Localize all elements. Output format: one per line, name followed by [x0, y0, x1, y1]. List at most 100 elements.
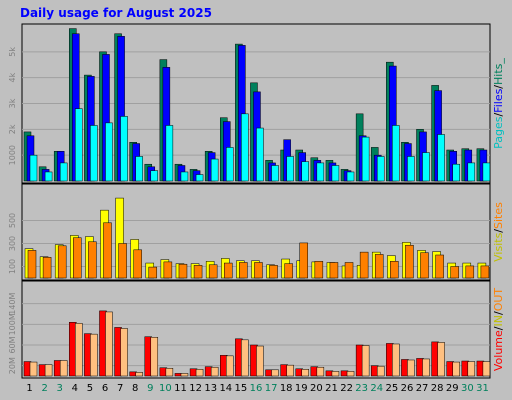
x-tick-label-day-3: 3	[57, 383, 63, 394]
x-tick-label-day-31: 31	[476, 383, 489, 394]
bar-volume-out-day-5	[90, 333, 98, 377]
legend-entry: Volume	[492, 330, 505, 371]
bar-volume-out-day-30	[467, 361, 476, 377]
bar-volume-out-day-27	[422, 358, 430, 377]
bar-volume-out-day-15	[241, 339, 249, 377]
y-tick-label: 4k	[8, 72, 17, 82]
legend-volume: Volume/IN/OUT	[492, 288, 505, 372]
x-tick-label-day-25: 25	[386, 383, 399, 394]
bar-hits-pages-day-19	[301, 161, 309, 182]
bar-volume-out-day-6	[105, 311, 113, 377]
bar-visits-sites-day-16	[254, 262, 263, 279]
legend-entry: Hits_	[492, 58, 505, 85]
bar-visits-sites-day-30	[465, 265, 475, 279]
bar-hits-pages-day-7	[120, 116, 128, 182]
bar-visits-sites-day-4	[73, 237, 82, 279]
bar-hits-pages-day-22	[346, 171, 355, 182]
legend-entry: /	[492, 85, 505, 89]
bar-volume-out-day-31	[482, 361, 491, 377]
x-tick-label-day-19: 19	[295, 383, 308, 394]
x-tick-label-day-6: 6	[102, 383, 108, 394]
x-tick-label-day-28: 28	[431, 383, 444, 394]
bar-hits-pages-day-30	[467, 162, 476, 182]
x-tick-label-day-17: 17	[265, 383, 278, 394]
bar-volume-out-day-19	[301, 369, 309, 377]
x-tick-label-day-2: 2	[41, 383, 47, 394]
bar-hits-pages-day-2	[44, 171, 53, 182]
x-tick-label-day-20: 20	[310, 383, 323, 394]
bar-volume-out-day-12	[195, 369, 204, 377]
bar-hits-pages-day-25	[392, 125, 400, 182]
legend-entry: /	[492, 326, 505, 330]
bar-hits-pages-day-26	[407, 156, 415, 182]
bar-volume-out-day-14	[226, 355, 234, 377]
bar-hits-pages-day-14	[226, 147, 234, 182]
legend-entry: /	[492, 311, 505, 315]
bar-volume-out-day-8	[135, 372, 143, 377]
bar-hits-pages-day-17	[271, 165, 279, 182]
bar-hits-pages-day-8	[135, 156, 143, 182]
bar-volume-out-day-2	[44, 364, 53, 377]
bar-visits-sites-day-3	[57, 245, 67, 279]
bar-volume-out-day-11	[180, 373, 189, 377]
x-tick-label-day-29: 29	[446, 383, 459, 394]
bar-hits-pages-day-13	[210, 158, 219, 182]
bar-visits-sites-day-11	[178, 263, 188, 279]
bar-hits-pages-day-20	[316, 162, 325, 182]
y-tick-label: 300	[8, 236, 17, 251]
bar-hits-pages-day-6	[105, 122, 113, 182]
bar-volume-out-day-13	[210, 366, 219, 377]
bar-hits-pages-day-1	[29, 154, 38, 182]
bar-visits-sites-day-22	[344, 262, 354, 279]
bar-hits-pages-day-11	[180, 171, 189, 182]
bar-visits-sites-day-25	[390, 261, 399, 279]
bar-hits-pages-day-5	[90, 125, 98, 182]
bar-volume-out-day-10	[165, 368, 174, 377]
bar-hits-pages-day-12	[195, 174, 204, 182]
y-tick-label: 500	[8, 213, 17, 228]
bar-visits-sites-day-20	[314, 261, 324, 279]
bar-visits-sites-day-6	[103, 222, 112, 279]
x-tick-label-day-1: 1	[26, 383, 32, 394]
bar-visits-sites-day-26	[405, 244, 414, 279]
bar-volume-out-day-9	[150, 337, 159, 377]
x-tick-label-day-9: 9	[147, 383, 153, 394]
y-tick-label: 60M	[8, 336, 17, 353]
legend-hits: Pages/Files/Hits_	[492, 58, 505, 149]
legend-entry: IN	[492, 315, 505, 326]
bar-volume-out-day-25	[392, 343, 400, 377]
bar-visits-sites-day-13	[208, 264, 218, 279]
x-tick-label-day-12: 12	[189, 383, 202, 394]
legend-entry: Files	[492, 88, 505, 112]
bar-hits-pages-day-23	[361, 136, 370, 182]
bar-volume-out-day-7	[120, 328, 128, 377]
chart-title: Daily usage for August 2025	[20, 6, 212, 20]
bar-hits-pages-day-3	[59, 162, 68, 182]
legend-visits: Visits/Sites	[492, 202, 505, 262]
bar-volume-out-day-26	[407, 359, 415, 377]
bar-visits-sites-day-5	[88, 241, 97, 279]
legend-entry: /	[492, 229, 505, 233]
bar-volume-out-day-20	[316, 366, 325, 377]
bar-visits-sites-day-21	[329, 262, 339, 279]
bar-hits-pages-day-31	[482, 162, 491, 182]
legend-entry: Pages	[492, 116, 505, 149]
bar-visits-sites-day-10	[163, 261, 173, 279]
bar-visits-sites-day-2	[42, 257, 52, 279]
bar-volume-out-day-4	[75, 323, 83, 377]
bar-volume-out-day-24	[376, 365, 385, 377]
x-tick-label-day-23: 23	[355, 383, 368, 394]
x-tick-label-day-11: 11	[174, 383, 187, 394]
bar-hits-pages-day-18	[286, 156, 294, 182]
bar-volume-out-day-3	[59, 360, 68, 377]
x-tick-label-day-26: 26	[401, 383, 414, 394]
x-tick-label-day-15: 15	[235, 383, 248, 394]
bar-visits-sites-day-24	[374, 254, 384, 279]
x-tick-label-day-16: 16	[250, 383, 263, 394]
bar-hits-pages-day-28	[437, 134, 445, 182]
bar-visits-sites-day-15	[239, 262, 248, 279]
x-tick-label-day-27: 27	[416, 383, 429, 394]
bar-hits-pages-day-15	[241, 113, 249, 182]
y-tick-label: 20M	[8, 357, 17, 374]
